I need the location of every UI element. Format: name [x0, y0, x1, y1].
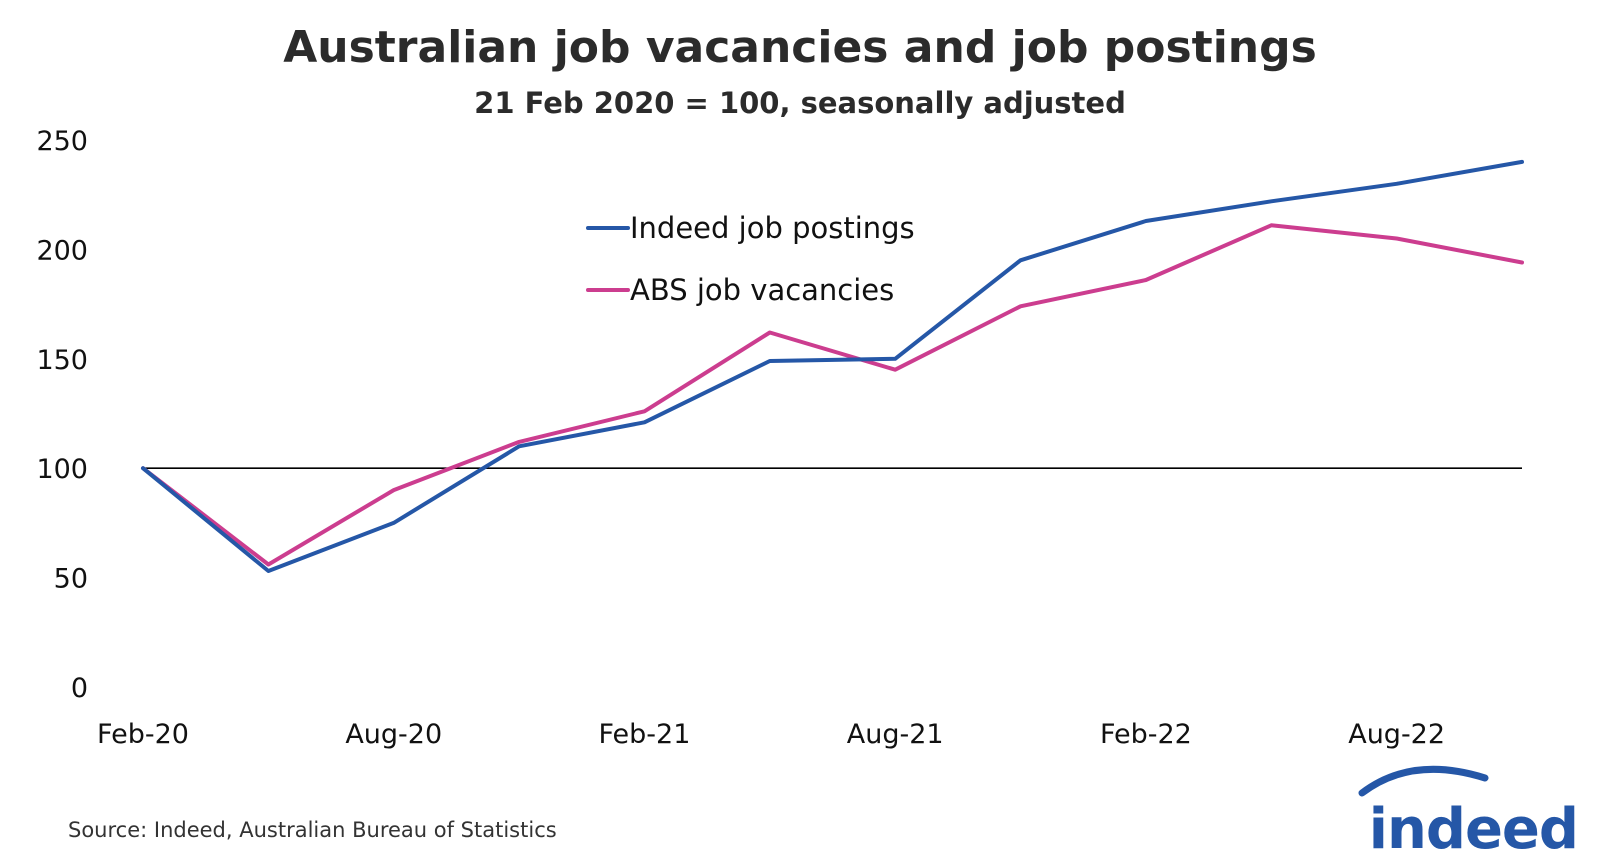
x-tick-label: Aug-20 [345, 719, 442, 750]
series-line-indeed-job-postings [141, 159, 1524, 573]
x-tick-label: Aug-22 [1348, 719, 1445, 750]
y-tick-label: 250 [36, 126, 88, 157]
legend-label-abs-job-vacancies: ABS job vacancies [630, 273, 894, 307]
series-line-abs-job-vacancies [141, 223, 1524, 567]
indeed-logo: indeed [1358, 765, 1579, 857]
x-tick-label: Feb-22 [1100, 719, 1192, 750]
x-axis: Feb-20 Aug-20 Feb-21 Aug-21 Feb-22 Aug-22 [97, 719, 1445, 750]
y-tick-label: 50 [54, 564, 88, 595]
x-tick-label: Feb-21 [599, 719, 691, 750]
y-tick-label: 100 [36, 454, 88, 485]
logo-arc-icon [1358, 765, 1489, 797]
x-tick-label: Feb-20 [97, 719, 189, 750]
y-tick-label: 150 [36, 345, 88, 376]
source-note: Source: Indeed, Australian Bureau of Sta… [68, 818, 557, 842]
series-layer [141, 159, 1524, 573]
y-axis: 0 50 100 150 200 250 [36, 126, 88, 704]
x-tick-label: Aug-21 [847, 719, 944, 750]
logo-wordmark: indeed [1369, 797, 1578, 857]
legend: Indeed job postings ABS job vacancies [586, 211, 915, 307]
chart-title: Australian job vacancies and job posting… [283, 22, 1317, 73]
legend-label-indeed-job-postings: Indeed job postings [630, 211, 915, 245]
y-tick-label: 0 [71, 673, 88, 704]
y-tick-label: 200 [36, 235, 88, 266]
chart-subtitle: 21 Feb 2020 = 100, seasonally adjusted [474, 86, 1126, 120]
